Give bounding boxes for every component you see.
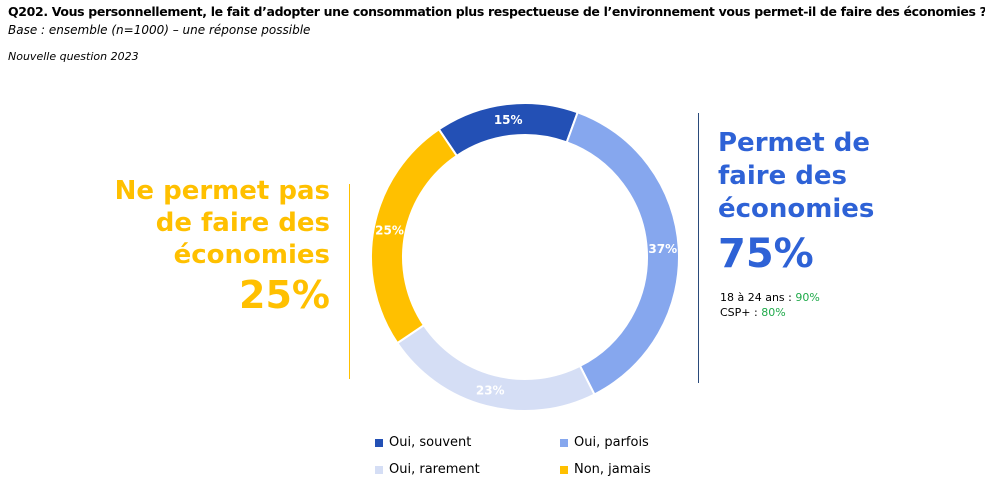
legend-item-oui-souvent: Oui, souvent: [375, 435, 471, 450]
right-summary-value: 75%: [718, 231, 814, 277]
sub-stat-age: 18 à 24 ans : 90%: [720, 291, 820, 304]
new-question-note: Nouvelle question 2023: [8, 50, 139, 63]
slice-oui-souvent-label: 15%: [494, 113, 523, 127]
question-title: Q202. Vous personnellement, le fait d’ad…: [8, 4, 985, 19]
legend-label: Oui, rarement: [389, 462, 480, 477]
legend-swatch: [375, 438, 383, 447]
sub-stat-csp-label: CSP+ :: [720, 306, 762, 319]
legend-swatch: [560, 438, 568, 447]
slice-oui-parfois-label: 37%: [648, 242, 677, 256]
legend-swatch: [560, 465, 568, 474]
sub-stat-age-value: 90%: [795, 291, 820, 304]
left-summary: Ne permet pas de faire des économies 25%: [110, 175, 330, 317]
legend-item-oui-parfois: Oui, parfois: [560, 435, 649, 450]
legend-item-oui-rarement: Oui, rarement: [375, 462, 480, 477]
legend-label: Oui, souvent: [389, 435, 472, 450]
sub-stat-csp-value: 80%: [761, 306, 786, 319]
legend-swatch: [375, 465, 383, 474]
slice-non-jamais-label: 25%: [375, 224, 404, 238]
legend-item-non-jamais: Non, jamais: [560, 462, 651, 477]
sub-stat-age-label: 18 à 24 ans :: [720, 291, 796, 304]
right-divider: [698, 113, 699, 383]
base-note: Base : ensemble (n=1000) – une réponse p…: [8, 23, 311, 37]
left-summary-title: Ne permet pas de faire des économies: [114, 176, 330, 270]
slice-non-jamais: [370, 127, 459, 345]
legend-label: Non, jamais: [574, 462, 651, 477]
left-divider: [349, 184, 350, 379]
right-summary-title: Permet de faire des économies: [718, 128, 875, 224]
legend-label: Oui, parfois: [574, 435, 649, 450]
slice-oui-rarement: [395, 323, 596, 412]
left-summary-value: 25%: [239, 273, 330, 317]
right-summary: Permet de faire des économies 75%: [718, 127, 888, 278]
slice-oui-souvent: [437, 102, 579, 158]
sub-stat-csp: CSP+ : 80%: [720, 306, 786, 319]
slice-oui-rarement-label: 23%: [476, 384, 505, 398]
